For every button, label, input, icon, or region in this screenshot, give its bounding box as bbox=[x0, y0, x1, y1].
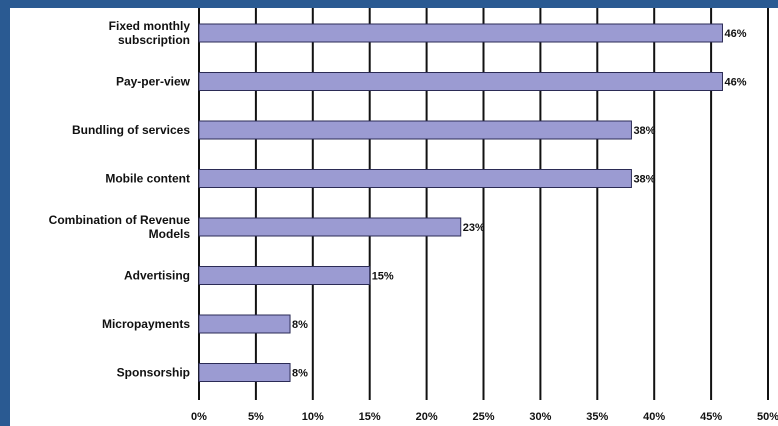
value-label-1: 46% bbox=[724, 77, 746, 89]
bar-5 bbox=[198, 266, 371, 285]
value-label-0: 46% bbox=[724, 28, 746, 40]
x-tick-label-7: 35% bbox=[586, 411, 608, 423]
bar-3 bbox=[198, 169, 632, 188]
x-tick-label-1: 5% bbox=[248, 411, 264, 423]
bar-6 bbox=[198, 314, 291, 334]
x-tick-label-8: 40% bbox=[643, 411, 665, 423]
category-label-7: Sponsorship bbox=[117, 366, 190, 380]
bar-2 bbox=[198, 120, 632, 140]
x-tick-label-6: 30% bbox=[529, 411, 551, 423]
x-tick-label-0: 0% bbox=[191, 411, 207, 423]
category-label-4-line-1: Models bbox=[149, 227, 191, 241]
x-tick-label-9: 45% bbox=[700, 411, 722, 423]
category-label-3: Mobile content bbox=[105, 172, 190, 186]
value-label-2: 38% bbox=[633, 125, 655, 137]
bar-7 bbox=[198, 363, 291, 382]
x-tick-label-3: 15% bbox=[359, 411, 381, 423]
value-label-4: 23% bbox=[463, 222, 485, 234]
x-tick-label-10: 50% bbox=[757, 411, 778, 423]
category-label-0-line-0: Fixed monthly bbox=[109, 19, 191, 33]
x-tick-label-5: 25% bbox=[472, 411, 494, 423]
category-label-1: Pay-per-view bbox=[116, 75, 191, 89]
bar-1 bbox=[198, 72, 723, 91]
value-label-3: 38% bbox=[633, 174, 655, 186]
category-label-4-line-0: Combination of Revenue bbox=[49, 213, 191, 227]
bar-4 bbox=[198, 217, 462, 237]
value-label-5: 15% bbox=[372, 271, 394, 283]
chart-frame: Fixed monthly subscription 46% Pay-per-view… bbox=[10, 8, 778, 426]
bar-0 bbox=[198, 23, 723, 43]
category-label-5: Advertising bbox=[124, 269, 190, 283]
category-label-0-line-1: subscription bbox=[118, 33, 190, 47]
x-tick-label-4: 20% bbox=[416, 411, 438, 423]
x-tick-label-2: 10% bbox=[302, 411, 324, 423]
category-label-2: Bundling of services bbox=[72, 123, 190, 137]
value-label-6: 8% bbox=[292, 319, 308, 331]
category-label-6: Micropayments bbox=[102, 317, 190, 331]
value-label-7: 8% bbox=[292, 368, 308, 380]
